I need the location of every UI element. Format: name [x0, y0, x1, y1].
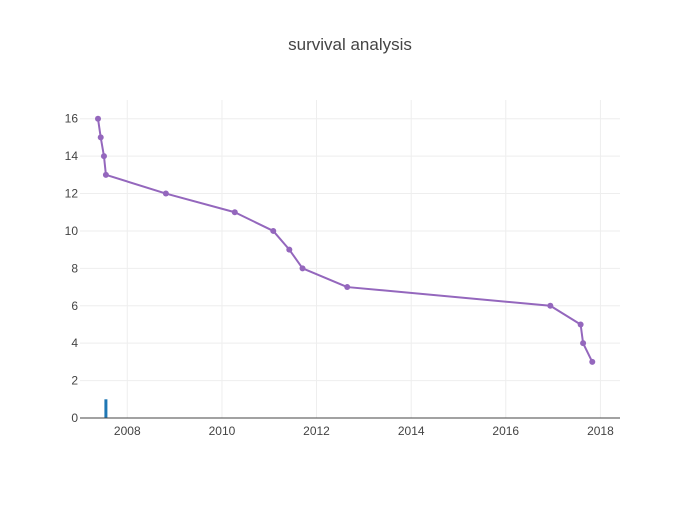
y-axis: 0 2 4 6 8 10 12 14 16 — [65, 112, 79, 425]
x-axis: 2008 2010 2012 2014 2016 2018 — [80, 417, 620, 438]
y-tick-label: 2 — [71, 374, 78, 388]
x-tick-label: 2010 — [209, 424, 236, 438]
y-tick-label: 0 — [71, 411, 78, 425]
y-tick-label: 4 — [71, 336, 78, 350]
y-tick-label: 16 — [65, 112, 79, 126]
data-point — [580, 340, 587, 347]
data-point — [95, 115, 102, 122]
data-point — [589, 358, 596, 365]
data-point — [547, 302, 554, 309]
y-tick-label: 10 — [65, 224, 79, 238]
bar — [104, 399, 108, 418]
bar-series — [104, 399, 108, 418]
y-tick-label: 12 — [65, 187, 79, 201]
data-point — [102, 171, 109, 178]
x-tick-label: 2012 — [303, 424, 330, 438]
chart-title: survival analysis — [288, 35, 412, 54]
y-tick-label: 6 — [71, 299, 78, 313]
x-tick-label: 2008 — [114, 424, 141, 438]
data-point — [100, 153, 107, 160]
data-point — [162, 190, 169, 197]
line-series — [97, 118, 594, 363]
x-gridlines — [126, 100, 601, 418]
data-point — [270, 227, 277, 234]
x-tick-label: 2014 — [398, 424, 425, 438]
data-points — [95, 115, 596, 365]
data-point — [97, 134, 104, 141]
y-tick-label: 8 — [71, 261, 78, 275]
data-point — [286, 246, 293, 253]
data-point — [231, 209, 238, 216]
y-gridlines — [80, 118, 620, 382]
series-line — [97, 118, 594, 363]
x-tick-label: 2018 — [587, 424, 614, 438]
data-point — [344, 284, 351, 291]
x-tick-label: 2016 — [492, 424, 519, 438]
y-tick-label: 14 — [65, 149, 79, 163]
data-point — [299, 265, 306, 272]
data-point — [577, 321, 584, 328]
